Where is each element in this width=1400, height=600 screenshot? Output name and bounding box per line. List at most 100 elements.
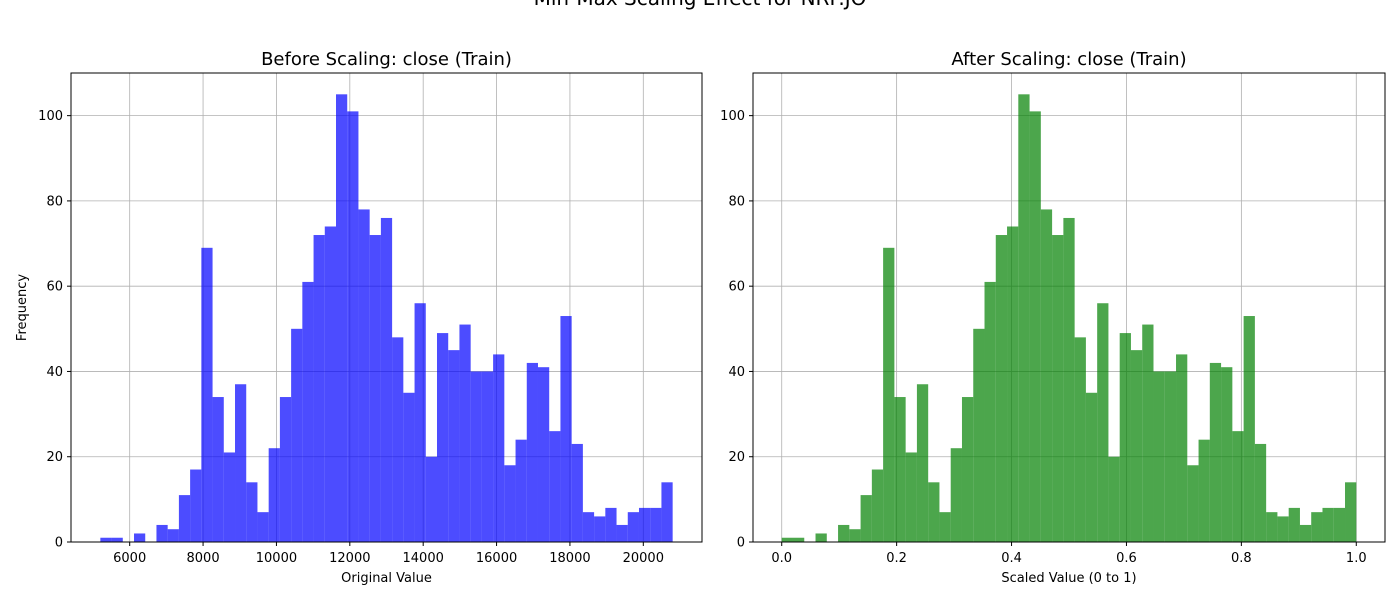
- x-tick-label: 16000: [476, 551, 517, 566]
- y-tick-label: 100: [720, 109, 745, 124]
- histogram-bar: [246, 482, 258, 542]
- histogram-bar: [984, 281, 996, 542]
- histogram-bar: [939, 512, 951, 542]
- x-tick-label: 1.0: [1346, 551, 1367, 566]
- histogram-bar: [1187, 465, 1199, 542]
- histogram-bar: [190, 469, 202, 542]
- chart-title: Before Scaling: close (Train): [261, 49, 512, 70]
- histogram-bar: [1164, 371, 1177, 542]
- y-tick-label: 60: [46, 280, 63, 295]
- axes-frame: [752, 72, 1386, 543]
- x-tick-label: 18000: [549, 551, 590, 566]
- histogram-bar: [134, 533, 146, 542]
- histogram-bar: [380, 217, 393, 543]
- histogram-bar: [1007, 226, 1019, 542]
- figure-suptitle: Min-Max Scaling Effect for NRP.JO: [534, 0, 867, 10]
- x-tick-label: 8000: [187, 551, 220, 566]
- histogram-bar: [302, 281, 314, 542]
- histogram-bar: [1085, 392, 1098, 542]
- histogram-bar: [1277, 516, 1289, 542]
- histogram-bar: [235, 384, 247, 542]
- histogram-bar: [781, 537, 793, 542]
- x-tick-label: 10000: [256, 551, 297, 566]
- histogram-bar: [961, 397, 974, 542]
- histogram-bar: [403, 392, 415, 542]
- histogram-bar: [1142, 324, 1154, 542]
- histogram-bar: [358, 209, 370, 542]
- y-tick-label: 80: [728, 194, 745, 209]
- histogram-bar: [860, 495, 872, 542]
- histogram-bar: [1176, 354, 1188, 542]
- histogram-bar: [178, 495, 191, 542]
- histogram-bar: [1209, 362, 1222, 542]
- histogram-bar: [1232, 431, 1244, 542]
- histogram-bar: [392, 337, 404, 542]
- after-scaling-panel: 0.0 0.2 0.4 0.6 0.8 1.0 0 20 40 60 80 100 After Sca…: [720, 49, 1386, 586]
- x-tick-label: 6000: [113, 551, 146, 566]
- histogram-bar: [1221, 367, 1233, 542]
- histogram-bar: [849, 529, 861, 542]
- histogram-bar: [638, 507, 651, 542]
- histogram-bar: [1119, 333, 1131, 542]
- histogram-bar: [894, 397, 906, 542]
- histogram-bar: [1299, 524, 1312, 542]
- histogram-bar: [448, 350, 460, 542]
- histogram-bar: [838, 524, 850, 542]
- histogram-bar: [594, 516, 606, 542]
- histogram-bar: [1130, 350, 1143, 542]
- histogram-bar: [470, 371, 482, 542]
- histogram-bar: [1097, 303, 1109, 542]
- histogram-bar: [257, 512, 269, 542]
- histogram-bar: [549, 431, 561, 542]
- histogram-bar: [1254, 443, 1267, 542]
- y-tick-label: 80: [46, 194, 63, 209]
- histogram-bar: [414, 303, 426, 542]
- histogram-bar: [928, 482, 940, 542]
- y-axis-label: Frequency: [15, 274, 30, 341]
- histogram-bar: [661, 482, 673, 542]
- histogram-bar: [1198, 439, 1210, 542]
- histogram-bar: [111, 537, 123, 542]
- y-tick-label: 100: [38, 109, 63, 124]
- y-tick-label: 40: [728, 365, 745, 380]
- x-axis-label: Scaled Value (0 to 1): [1001, 571, 1136, 586]
- chart-title: After Scaling: close (Train): [951, 49, 1186, 70]
- histogram-bar: [883, 247, 895, 543]
- x-tick-label: 12000: [329, 551, 370, 566]
- histogram-bar: [324, 226, 337, 542]
- histogram-bar: [650, 507, 662, 542]
- histogram-bar: [347, 111, 359, 542]
- histogram-bar: [792, 537, 805, 542]
- histogram-bar: [504, 465, 516, 542]
- histogram-bar: [425, 456, 437, 542]
- histogram-bar: [526, 362, 538, 542]
- histogram-bar: [1108, 456, 1120, 542]
- histogram-bar: [156, 524, 168, 542]
- histogram-bar: [605, 507, 617, 542]
- histogram-bar: [201, 247, 213, 543]
- histogram-bar: [1266, 512, 1278, 542]
- histogram-bar: [1052, 235, 1064, 542]
- histogram-bar: [871, 469, 884, 542]
- histogram-bar: [223, 452, 236, 542]
- histogram-bar: [1322, 507, 1334, 542]
- histogram-bar: [627, 512, 639, 542]
- y-tick-label: 0: [55, 536, 63, 551]
- histogram-bar: [916, 384, 929, 542]
- histogram-bar: [268, 448, 280, 542]
- histogram-bar: [1029, 111, 1041, 542]
- histogram-bar: [1333, 507, 1346, 542]
- x-tick-label: 20000: [623, 551, 664, 566]
- y-tick-label: 20: [728, 450, 745, 465]
- histogram-bar: [905, 452, 917, 542]
- histogram-bar: [436, 333, 449, 542]
- x-tick-label: 0.6: [1116, 551, 1137, 566]
- histogram-bar: [1243, 316, 1255, 542]
- histogram-bar: [493, 354, 505, 542]
- y-tick-label: 40: [46, 365, 63, 380]
- histogram-bar: [537, 367, 550, 542]
- histogram-bar: [336, 94, 348, 543]
- histogram-bar: [279, 397, 292, 542]
- histogram-bar: [459, 324, 471, 542]
- histogram-bar: [560, 316, 572, 542]
